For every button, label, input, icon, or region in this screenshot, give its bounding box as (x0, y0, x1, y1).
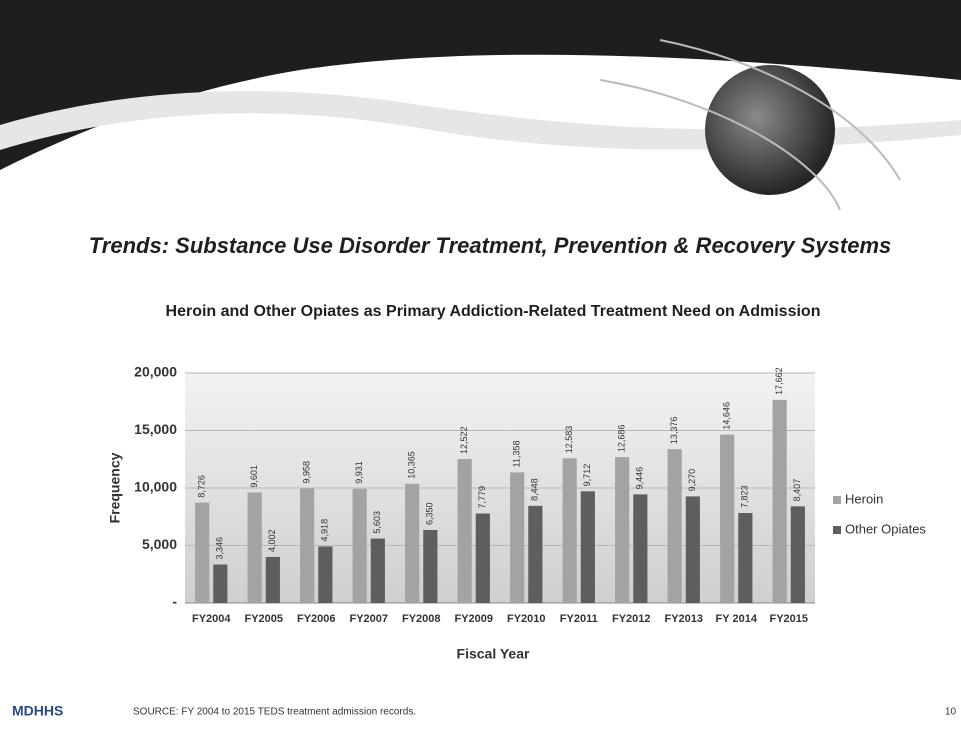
value-label: 4,918 (320, 519, 330, 542)
value-label: 9,601 (249, 465, 259, 488)
x-tick-label: FY2007 (349, 613, 388, 625)
slide-title: Trends: Substance Use Disorder Treatment… (89, 233, 891, 258)
value-label: 5,603 (372, 511, 382, 534)
y-tick-label: 5,000 (142, 536, 177, 552)
bar (685, 496, 700, 603)
bar (633, 494, 648, 603)
y-tick-label: 10,000 (134, 479, 177, 495)
x-tick-label: FY2011 (560, 613, 598, 625)
x-tick-label: FY2006 (297, 613, 336, 625)
bar (580, 491, 595, 603)
logo: MDHHS (12, 703, 63, 719)
bar (405, 483, 420, 603)
value-label: 9,446 (635, 467, 645, 490)
value-label: 7,823 (740, 486, 750, 509)
x-tick-label: FY2009 (454, 613, 493, 625)
bar (720, 434, 735, 603)
bar (213, 564, 228, 603)
x-tick-label: FY2008 (402, 613, 441, 625)
bar (790, 506, 805, 603)
bar (352, 488, 367, 603)
bar (510, 472, 525, 603)
x-tick-label: FY 2014 (716, 613, 758, 625)
value-label: 17,662 (774, 367, 784, 395)
bar (423, 529, 438, 603)
x-tick-label: FY2004 (192, 613, 231, 625)
y-tick-label: 20,000 (134, 364, 177, 380)
value-label: 12,583 (564, 426, 574, 454)
value-label: 8,448 (530, 478, 540, 501)
legend-label: Heroin (845, 491, 883, 506)
source-note: SOURCE: FY 2004 to 2015 TEDS treatment a… (133, 707, 416, 718)
value-label: 7,779 (477, 486, 487, 509)
value-label: 8,407 (792, 479, 802, 502)
x-tick-label: FY2010 (507, 613, 546, 625)
bar (667, 449, 682, 603)
value-label: 9,270 (687, 469, 697, 492)
x-tick-label: FY2013 (664, 613, 703, 625)
value-label: 9,958 (302, 461, 312, 484)
value-label: 8,726 (197, 475, 207, 498)
bar (265, 556, 280, 603)
globe (705, 65, 835, 195)
bar (318, 546, 333, 603)
bar (475, 513, 490, 603)
bar (738, 513, 753, 603)
value-label: 4,002 (267, 529, 277, 552)
y-axis-label: Frequency (107, 452, 123, 523)
banner (0, 0, 961, 170)
legend-swatch (833, 526, 841, 534)
x-tick-label: FY2015 (769, 613, 808, 625)
legend-label: Other Opiates (845, 521, 926, 536)
bar (457, 458, 472, 603)
value-label: 9,712 (582, 464, 592, 487)
value-label: 13,376 (669, 417, 679, 445)
orbit (599, 39, 901, 211)
bar (300, 488, 315, 603)
x-tick-label: FY2012 (612, 613, 651, 625)
value-label: 11,358 (512, 441, 522, 468)
y-tick-label: 15,000 (134, 421, 177, 437)
value-label: 12,686 (617, 425, 627, 453)
page-number: 10 (945, 707, 957, 718)
x-axis-label: Fiscal Year (457, 646, 530, 662)
bar (195, 502, 210, 603)
bar (772, 399, 787, 603)
value-label: 12,522 (459, 426, 469, 454)
bar (528, 505, 543, 603)
value-label: 9,931 (354, 461, 364, 484)
value-label: 6,350 (425, 502, 435, 525)
y-tick-label: - (172, 594, 177, 610)
bar (615, 457, 630, 603)
x-tick-label: FY2005 (244, 613, 283, 625)
value-label: 14,646 (722, 402, 732, 430)
value-label: 3,346 (215, 537, 225, 560)
bar (370, 538, 385, 603)
value-label: 10,365 (407, 451, 417, 479)
bar (562, 458, 577, 603)
chart-title: Heroin and Other Opiates as Primary Addi… (166, 303, 821, 320)
bar (247, 492, 262, 603)
legend-swatch (833, 496, 841, 504)
